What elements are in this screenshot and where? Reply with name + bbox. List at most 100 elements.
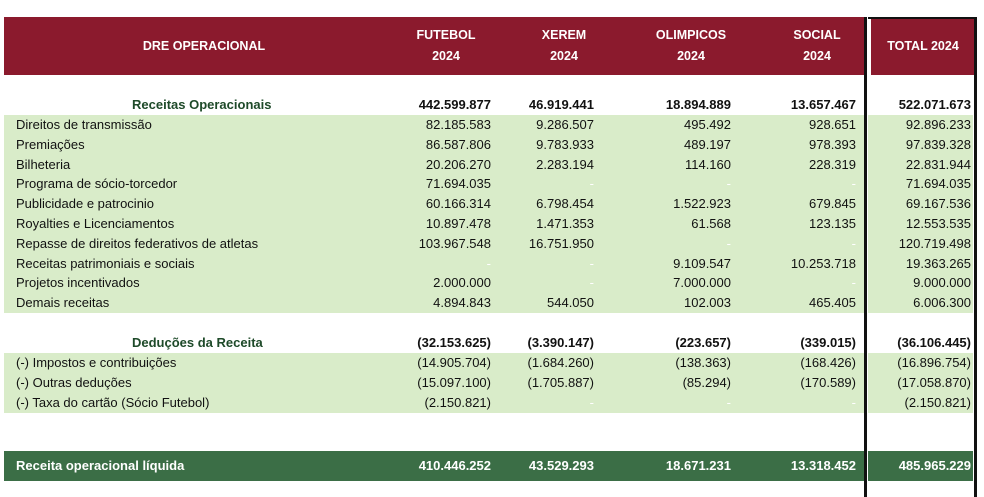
row-label: Projetos incentivados xyxy=(16,275,140,291)
total-column-left-border xyxy=(864,17,867,497)
cell-futebol: 82.185.583 xyxy=(425,117,491,132)
row-label: (-) Outras deduções xyxy=(16,374,132,390)
cell-xerem: (1.705.887) xyxy=(527,374,595,390)
cell-olimpicos: 61.568 xyxy=(691,216,731,231)
table-row: Projetos incentivados 2.000.000 - 7.000.000… xyxy=(0,273,984,294)
header-dre-label-text: DRE OPERACIONAL xyxy=(142,38,266,53)
cell-futebol: 20.206.270 xyxy=(425,156,491,172)
cell-xerem: 9.783.933 xyxy=(536,136,594,152)
table-row: (-) Impostos e contribuições (14.905.704)… xyxy=(0,353,984,373)
cell-olimpicos: - xyxy=(726,235,731,251)
table-row: Premiações 86.587.806 9.783.933 489.197 978.… xyxy=(0,134,984,155)
row-band xyxy=(4,392,864,413)
cell-futebol: 71.694.035 xyxy=(425,176,491,192)
row-label: (-) Impostos e contribuições xyxy=(16,355,177,370)
section-row-receitas: Receitas Operacionais 442.599.877 46.919.4… xyxy=(0,95,984,115)
cell-olimpicos: 114.160 xyxy=(684,156,731,172)
cell-futebol: 442.599.877 xyxy=(418,97,491,112)
cell-total: 12.553.535 xyxy=(905,216,971,231)
row-label: Royalties e Licenciamentos xyxy=(16,216,175,231)
cell-futebol: 410.446.252 xyxy=(418,458,491,473)
header-col-social: SOCIAL 2024 xyxy=(757,17,877,75)
row-band xyxy=(4,134,864,155)
cell-social: 465.405 xyxy=(809,295,856,311)
cell-total: 71.694.035 xyxy=(905,176,971,192)
row-label: Deduções da Receita xyxy=(132,335,263,350)
row-band xyxy=(868,451,973,481)
row-label: Repasse de direitos federativos de atlet… xyxy=(16,235,259,251)
row-label: Programa de sócio-torcedor xyxy=(16,176,178,192)
cell-xerem: 1.471.353 xyxy=(536,216,594,231)
row-band xyxy=(868,134,973,155)
header-col-olimpicos-name: OLIMPICOS xyxy=(655,28,727,42)
table-row: Royalties e Licenciamentos 10.897.478 1.47… xyxy=(0,214,984,234)
row-label: Demais receitas xyxy=(16,295,110,311)
cell-futebol: 10.897.478 xyxy=(425,216,491,231)
total-column-right-border xyxy=(974,17,977,497)
row-band xyxy=(868,194,973,215)
cell-social: 123.135 xyxy=(809,216,856,231)
row-band xyxy=(4,273,864,294)
cell-olimpicos: - xyxy=(726,394,731,410)
cell-xerem: 6.798.454 xyxy=(536,196,594,212)
row-band xyxy=(868,392,973,413)
row-label: Publicidade e patrocinio xyxy=(16,196,155,212)
row-band xyxy=(4,293,864,314)
header-col-xerem-year: 2024 xyxy=(550,49,578,63)
header-col-futebol-year: 2024 xyxy=(432,49,460,63)
cell-total: 69.167.536 xyxy=(905,196,971,212)
cell-xerem: - xyxy=(589,394,594,410)
row-band xyxy=(868,253,973,274)
cell-total: 97.839.328 xyxy=(905,136,971,152)
cell-olimpicos: (85.294) xyxy=(682,374,731,390)
cell-social: 679.845 xyxy=(809,196,856,212)
cell-futebol: 4.894.843 xyxy=(433,295,491,311)
row-band xyxy=(868,273,973,294)
cell-total: 9.000.000 xyxy=(913,275,971,291)
cell-olimpicos: 7.000.000 xyxy=(673,275,731,291)
table-row: Publicidade e patrocinio 60.166.314 6.798.… xyxy=(0,194,984,215)
cell-total: (2.150.821) xyxy=(904,394,972,410)
row-band xyxy=(868,353,973,373)
cell-xerem: 16.751.950 xyxy=(528,235,594,251)
cell-total: 19.363.265 xyxy=(905,255,971,271)
cell-olimpicos: 489.197 xyxy=(684,136,731,152)
cell-xerem: 544.050 xyxy=(547,295,594,311)
cell-futebol: (32.153.625) xyxy=(417,335,491,350)
cell-total: (17.058.870) xyxy=(897,374,971,390)
section-row-deducoes: Deduções da Receita (32.153.625) (3.390.14… xyxy=(0,333,984,353)
header-col-total-text: TOTAL 2024 xyxy=(887,38,959,53)
cell-futebol: 103.967.548 xyxy=(418,235,491,251)
cell-xerem: - xyxy=(589,275,594,291)
cell-olimpicos: 102.003 xyxy=(684,295,731,311)
total-column-top-border xyxy=(868,17,975,19)
row-band xyxy=(4,353,864,373)
row-label: Premiações xyxy=(16,136,85,152)
table-row: Direitos de transmissão 82.185.583 9.286.5… xyxy=(0,115,984,135)
row-band xyxy=(868,174,973,195)
cell-xerem: (3.390.147) xyxy=(527,335,595,350)
row-label: (-) Taxa do cartão (Sócio Futebol) xyxy=(16,394,210,410)
cell-social: 928.651 xyxy=(809,117,856,132)
header-col-olimpicos: OLIMPICOS 2024 xyxy=(631,17,751,75)
row-band xyxy=(868,372,973,393)
row-label: Receitas patrimoniais e sociais xyxy=(16,255,195,271)
cell-olimpicos: 495.492 xyxy=(684,117,731,132)
row-band xyxy=(868,293,973,314)
header-col-olimpicos-year: 2024 xyxy=(677,49,705,63)
cell-social: (170.589) xyxy=(800,374,856,390)
cell-total: (16.896.754) xyxy=(897,355,971,370)
cell-xerem: - xyxy=(589,176,594,192)
cell-olimpicos: (223.657) xyxy=(675,335,731,350)
header-col-futebol-name: FUTEBOL xyxy=(416,28,476,42)
row-band xyxy=(4,194,864,215)
cell-olimpicos: (138.363) xyxy=(675,355,731,370)
table-row: (-) Outras deduções (15.097.100) (1.705.88… xyxy=(0,372,984,393)
row-label: Bilheteria xyxy=(16,156,71,172)
cell-social: 10.253.718 xyxy=(790,255,856,271)
table-header: DRE OPERACIONAL FUTEBOL 2024 XEREM 2024 … xyxy=(4,17,864,75)
table-row: (-) Taxa do cartão (Sócio Futebol) (2.150… xyxy=(0,392,984,413)
header-col-social-year: 2024 xyxy=(803,49,831,63)
cell-total: 522.071.673 xyxy=(898,97,971,112)
